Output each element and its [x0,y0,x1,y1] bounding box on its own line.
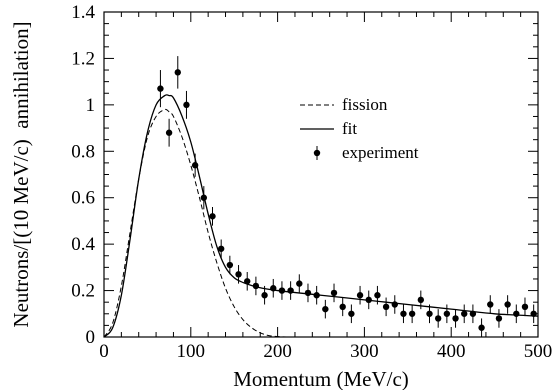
x-tick-label: 400 [437,341,466,362]
fit-curve [104,94,538,337]
y-tick-label: 1.2 [71,48,95,69]
data-point [278,287,286,294]
data-point [304,289,312,297]
data-point [191,162,199,169]
data-point [252,282,260,290]
data-point [330,289,338,297]
fission-curve [104,108,287,337]
legend-experiment-marker [313,149,321,157]
data-point [165,129,173,136]
data-point [183,101,190,109]
y-tick-label: 0.8 [71,141,95,162]
plot-frame [103,11,539,338]
legend-fit-label: fit [342,119,357,138]
data-point [200,194,208,201]
data-point [513,310,520,317]
data-point [356,292,364,299]
data-point [365,296,372,304]
data-point [235,271,242,278]
data-point [339,303,346,311]
y-tick-label: 1.4 [71,2,95,23]
data-point [296,280,303,287]
y-tick-label: 0.2 [71,281,95,302]
data-point [322,305,329,313]
data-point [174,69,181,76]
data-point [478,324,485,331]
data-point [495,315,503,322]
y-tick-label: 0.4 [71,234,95,255]
x-tick-label: 200 [263,341,292,362]
x-axis-title: Momentum (MeV/c) [233,367,409,390]
data-point [157,85,164,92]
data-point [391,301,398,308]
data-point [434,315,442,322]
x-tick-label: 0 [99,341,109,362]
x-tick-label: 500 [524,341,553,362]
curves-group [104,94,538,337]
data-point [261,292,268,299]
data-point [313,292,320,299]
x-tick-label: 100 [177,341,206,362]
data-point [400,310,407,317]
data-point [521,303,529,311]
y-tick-label: 0 [86,327,96,348]
data-point [452,315,459,322]
data-point [530,310,537,317]
data-point [382,303,390,311]
data-point [287,287,294,294]
data-point [408,310,416,317]
data-point [469,310,477,317]
data-point [209,213,216,220]
legend-fission-label: fission [342,95,388,114]
x-tick-label: 300 [350,341,379,362]
data-point [417,296,425,304]
data-point [270,285,277,292]
y-axis-title: Neutrons/[(10 MeV/c) annihilation] [9,21,33,327]
data-point [461,310,468,317]
data-point [348,310,355,317]
data-point [504,301,511,308]
legend-experiment-label: experiment [342,143,419,162]
data-point [226,261,234,269]
data-point [374,292,381,299]
data-point [487,301,494,308]
data-point [426,310,433,317]
data-point [217,245,225,252]
data-point [244,278,251,285]
y-tick-label: 0.6 [71,188,95,209]
data-point [443,310,451,317]
y-tick-label: 1 [86,95,96,116]
